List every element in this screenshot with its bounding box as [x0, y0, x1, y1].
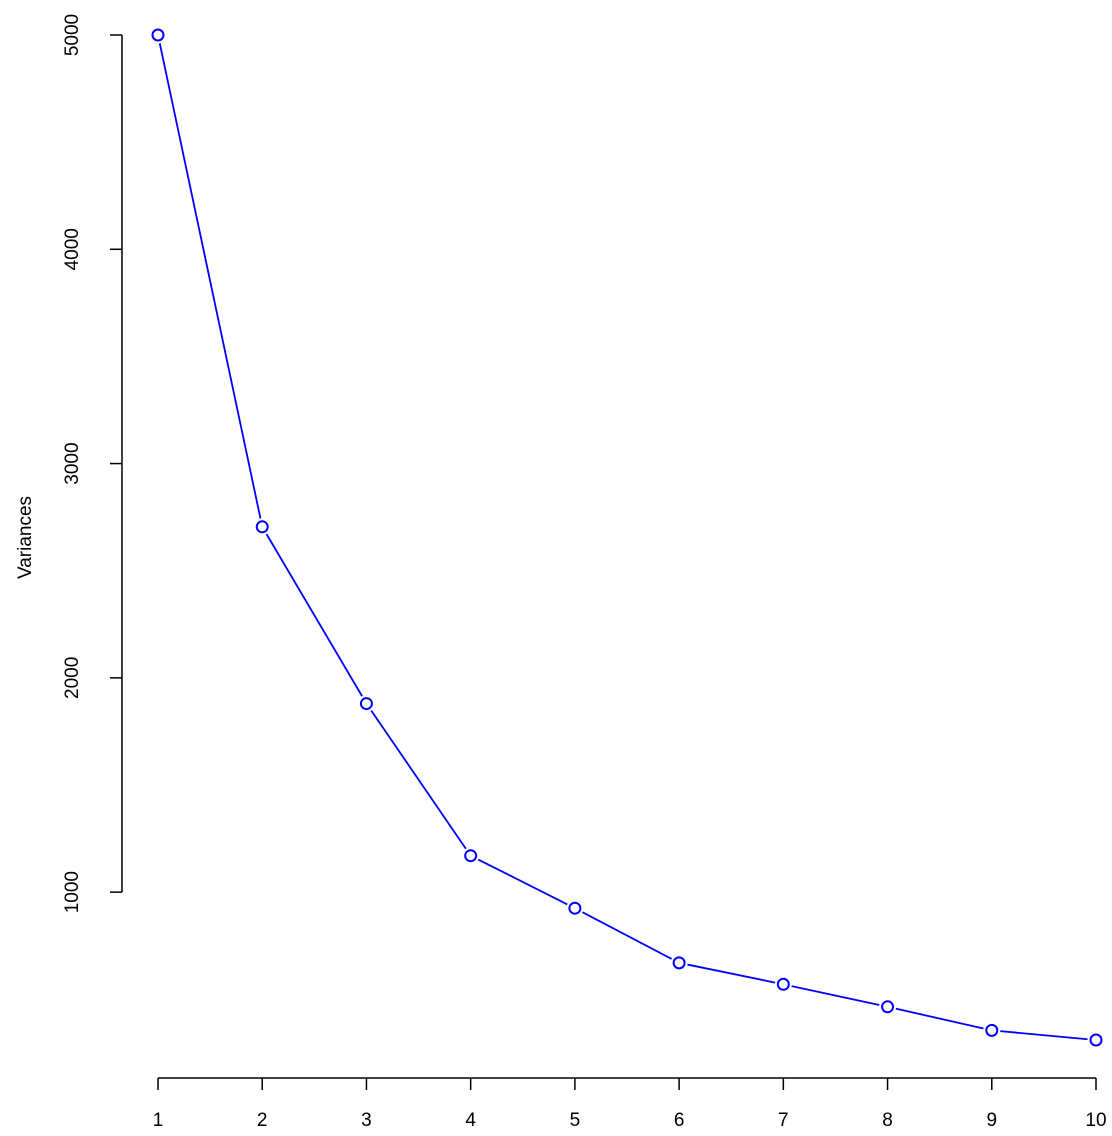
- data-point: [151, 28, 165, 42]
- series-line-segment: [477, 858, 568, 906]
- series-line-segment: [370, 710, 467, 850]
- x-tick-label: 1: [153, 1110, 164, 1131]
- x-tick-label: 7: [778, 1110, 789, 1131]
- y-tick-label: 5000: [62, 14, 83, 56]
- data-point: [672, 956, 686, 970]
- data-point: [255, 520, 269, 534]
- y-tick-label: 1000: [62, 871, 83, 913]
- series-line-segment: [1000, 1030, 1088, 1041]
- series-line-segment: [791, 985, 880, 1006]
- series-group: [151, 28, 1103, 1047]
- y-tick-label: 2000: [62, 657, 83, 699]
- series-line-segment: [265, 533, 363, 697]
- data-point: [985, 1023, 999, 1037]
- data-point: [776, 977, 790, 991]
- data-point: [359, 697, 373, 711]
- x-tick-label: 10: [1085, 1110, 1106, 1131]
- y-axis: 1000 2000 3000 4000 5000: [62, 14, 123, 913]
- data-point: [881, 1000, 895, 1014]
- x-tick-label: 4: [465, 1110, 476, 1131]
- y-axis-title: Variances: [15, 496, 36, 579]
- series-line-segment: [581, 911, 673, 960]
- x-tick-label: 8: [882, 1110, 893, 1131]
- y-tick-label: 4000: [62, 228, 83, 270]
- data-point: [464, 849, 478, 863]
- x-tick-label: 6: [674, 1110, 685, 1131]
- x-tick-label: 9: [986, 1110, 997, 1131]
- x-tick-label: 2: [257, 1110, 268, 1131]
- y-tick-label: 3000: [62, 442, 83, 484]
- data-point: [568, 901, 582, 915]
- x-axis: 1 2 3 4 5 6 7 8 9 10: [153, 1077, 1107, 1131]
- series-line-segment: [158, 43, 262, 519]
- x-tick-label: 5: [570, 1110, 581, 1131]
- series-line-segment: [895, 1007, 984, 1030]
- data-point: [1089, 1033, 1103, 1047]
- x-tick-label: 3: [361, 1110, 372, 1131]
- series-line-segment: [687, 963, 776, 984]
